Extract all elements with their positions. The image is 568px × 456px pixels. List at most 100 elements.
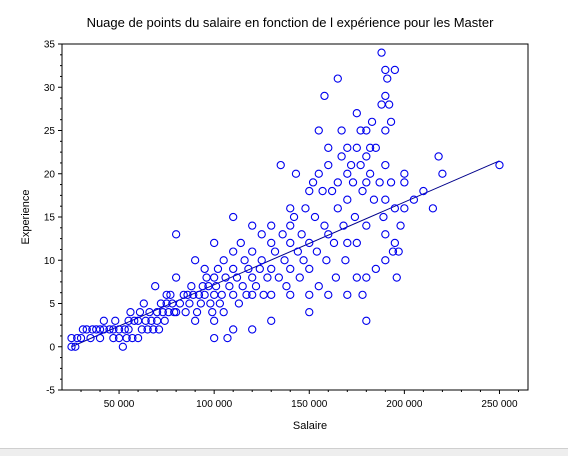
data-point (362, 178, 371, 187)
trendline-group (71, 160, 500, 348)
data-point (267, 264, 276, 274)
data-point (314, 282, 323, 291)
data-point (229, 247, 238, 256)
data-point (190, 316, 200, 325)
data-point (365, 169, 375, 178)
y-tick-label: 30 (44, 83, 56, 94)
data-point (343, 143, 352, 152)
data-point (377, 100, 386, 109)
y-tick-label: 10 (44, 256, 56, 267)
data-point (381, 91, 390, 101)
data-point (200, 264, 209, 274)
data-point (400, 178, 409, 187)
data-point (381, 160, 390, 170)
data-point (396, 221, 405, 230)
y-axis-title: Experience (20, 189, 32, 244)
data-point (352, 238, 361, 248)
data-point (109, 333, 118, 343)
data-point (400, 169, 409, 178)
data-point (362, 152, 371, 161)
data-point (350, 212, 360, 222)
data-point (198, 282, 207, 291)
data-point (137, 325, 147, 334)
data-point (305, 264, 314, 274)
data-point (333, 204, 342, 213)
data-point (379, 212, 388, 222)
data-point (371, 143, 380, 152)
data-point (135, 307, 145, 317)
data-point (71, 342, 80, 351)
x-tick-label: 50 000 (104, 399, 135, 410)
y-tick-label: 15 (44, 213, 56, 224)
data-point (210, 333, 219, 343)
x-tick-label: 100 000 (196, 399, 233, 410)
data-point (324, 160, 333, 170)
data-point (105, 325, 114, 334)
data-point (166, 290, 175, 299)
data-point (385, 100, 394, 109)
data-point (208, 307, 217, 317)
data-point (339, 221, 348, 230)
data-point (343, 238, 352, 248)
data-point (352, 143, 361, 152)
data-point (381, 126, 390, 135)
data-point (299, 256, 308, 265)
data-point (175, 299, 185, 308)
data-point (377, 48, 386, 57)
data-point (394, 247, 403, 256)
data-point (95, 333, 105, 343)
data-point (305, 290, 314, 299)
data-point (367, 117, 377, 126)
data-point (223, 333, 232, 343)
data-point (348, 178, 358, 187)
data-point (133, 333, 143, 343)
data-point (343, 290, 352, 299)
data-point (327, 186, 337, 196)
data-point (240, 256, 249, 265)
data-point (141, 316, 150, 325)
data-point (120, 325, 129, 334)
data-point (255, 264, 264, 274)
y-tick-label: 20 (44, 169, 56, 180)
data-point (267, 238, 276, 248)
data-point (381, 195, 390, 204)
data-point (291, 169, 301, 178)
data-point (337, 152, 346, 161)
data-point (242, 290, 251, 299)
data-point (160, 316, 169, 325)
data-point (251, 282, 261, 291)
data-point (358, 186, 367, 196)
data-point (171, 273, 181, 282)
data-point (356, 126, 365, 135)
data-point (356, 160, 365, 170)
y-tick-label: 5 (49, 299, 55, 310)
data-point (76, 333, 86, 343)
data-point (219, 307, 228, 317)
data-point (352, 109, 361, 118)
data-point (333, 178, 342, 187)
y-axis: -5 0 5 10 15 20 25 30 35 (44, 40, 62, 397)
data-point (267, 221, 276, 230)
data-point (238, 282, 247, 291)
data-point (183, 290, 192, 299)
data-point (229, 264, 238, 274)
data-point (67, 333, 76, 343)
data-point (324, 230, 333, 239)
data-point (78, 325, 88, 334)
data-point (210, 290, 219, 299)
data-point (130, 316, 139, 325)
plot-frame (61, 43, 529, 391)
data-point (312, 247, 322, 256)
y-tick-label: -5 (46, 386, 55, 397)
data-point (278, 230, 287, 239)
data-point (139, 299, 148, 308)
data-point (295, 273, 304, 282)
data-point (280, 256, 289, 265)
data-point (109, 325, 118, 334)
data-point (202, 273, 211, 282)
data-point (293, 247, 303, 256)
data-point (305, 307, 314, 317)
data-point (286, 238, 295, 248)
data-point (152, 307, 162, 317)
x-tick-label: 150 000 (291, 399, 328, 410)
